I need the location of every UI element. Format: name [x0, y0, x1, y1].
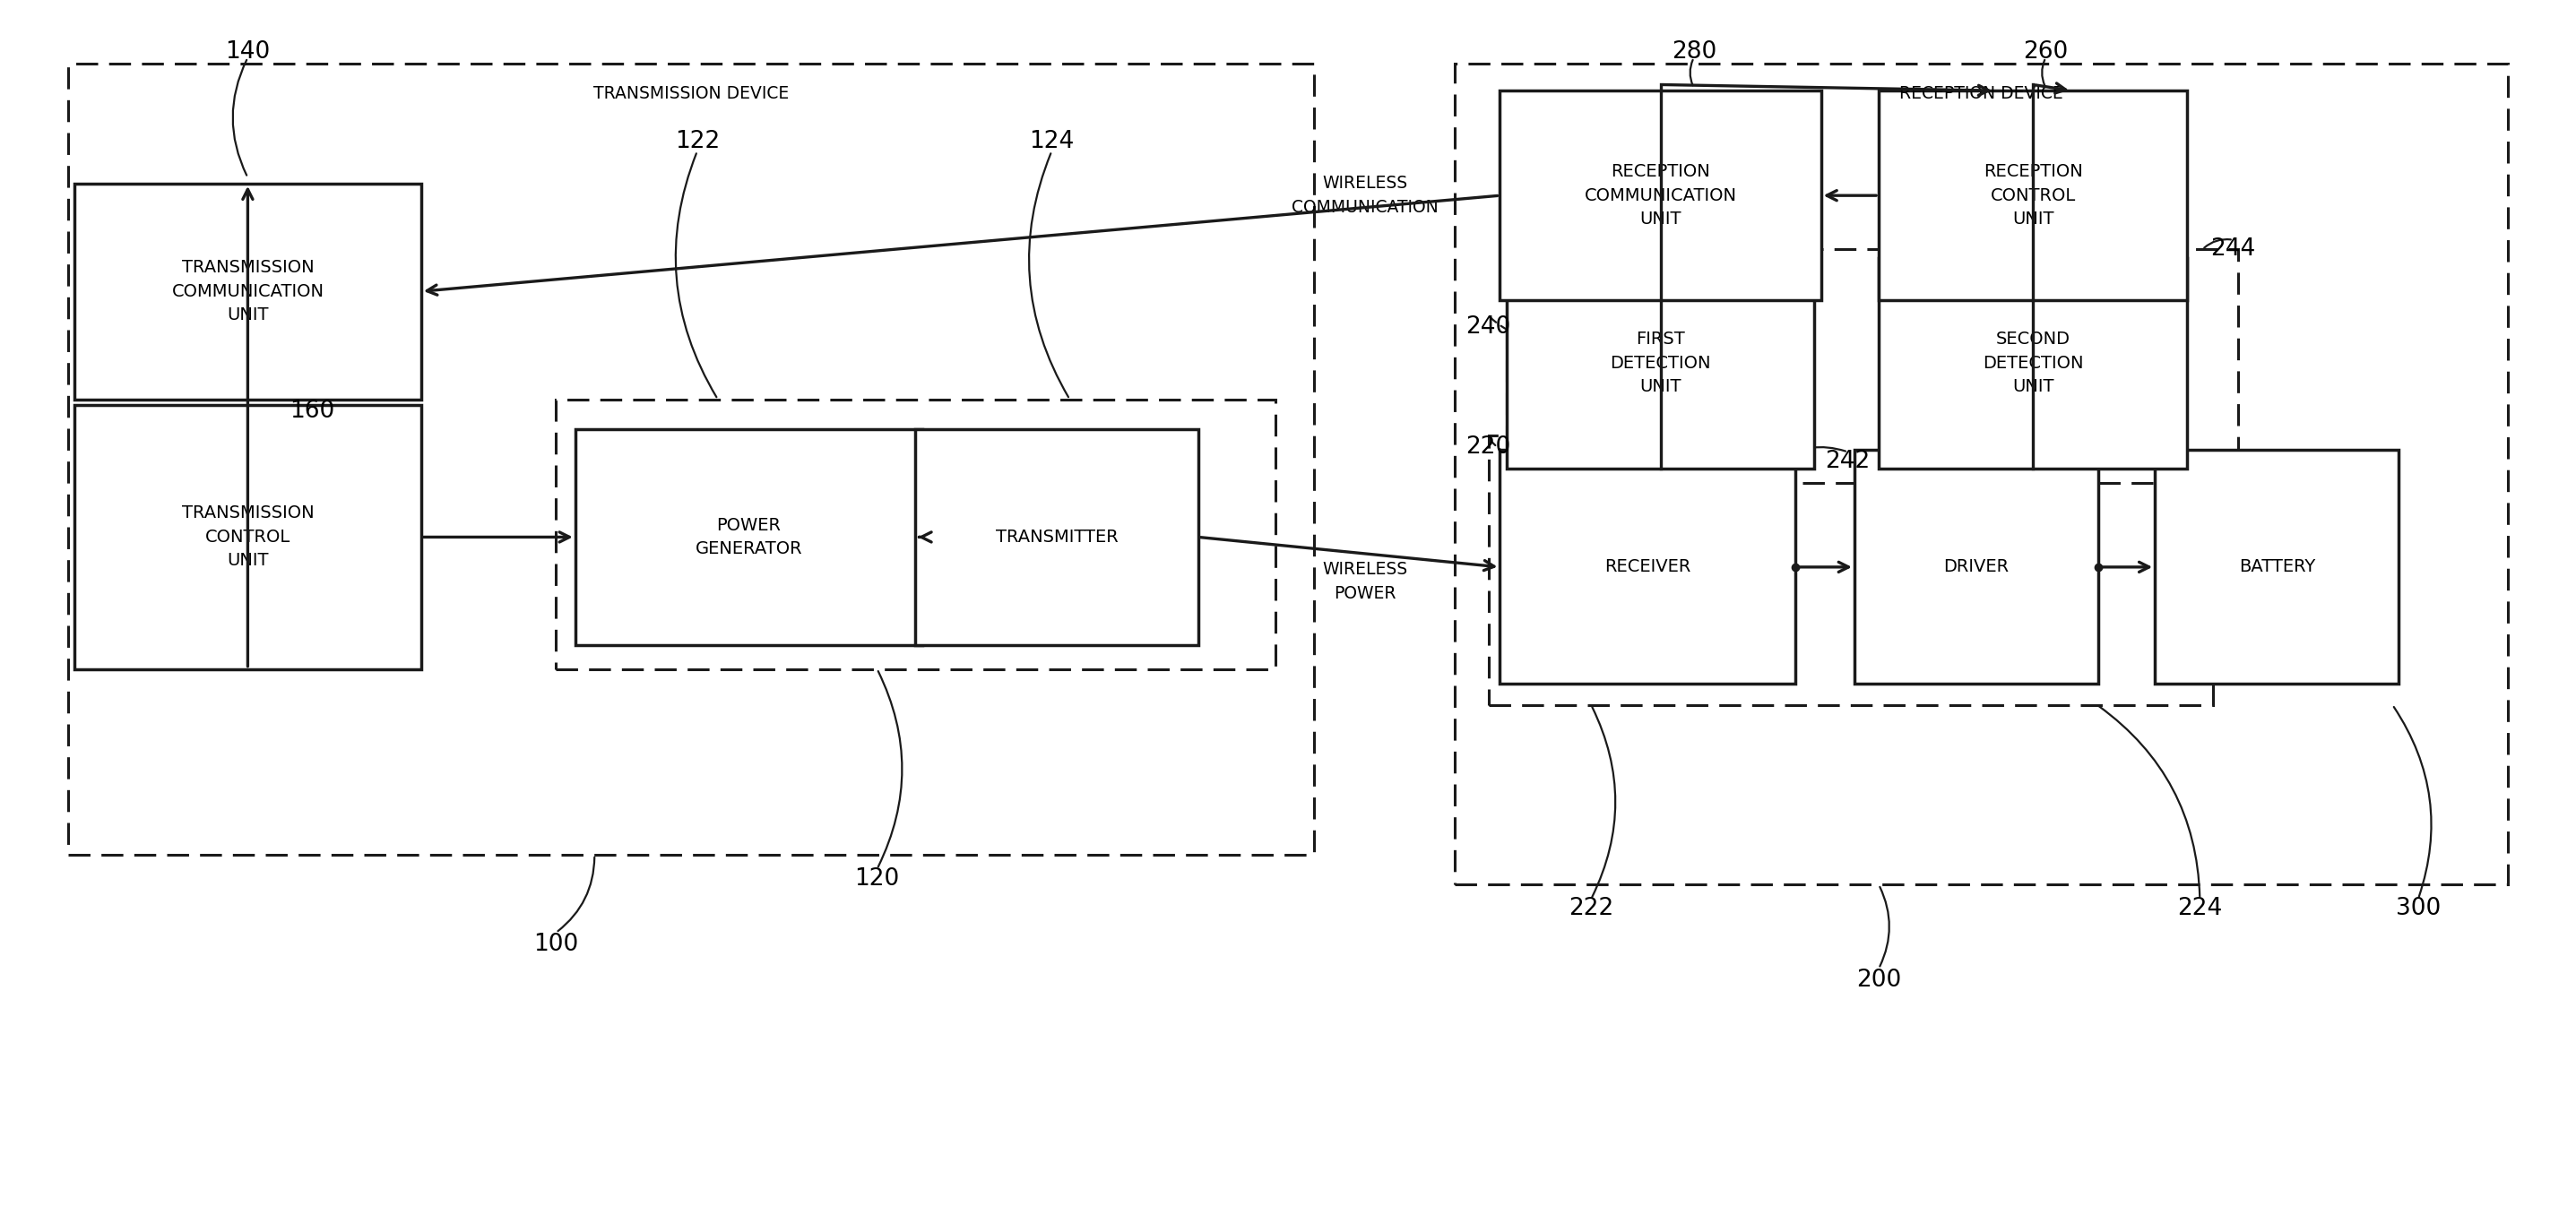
Text: TRANSMITTER: TRANSMITTER — [994, 528, 1118, 545]
FancyBboxPatch shape — [1499, 90, 1821, 300]
Text: WIRELESS
COMMUNICATION: WIRELESS COMMUNICATION — [1291, 175, 1437, 216]
Text: TRANSMISSION
COMMUNICATION
UNIT: TRANSMISSION COMMUNICATION UNIT — [173, 259, 325, 323]
FancyBboxPatch shape — [1507, 258, 1814, 468]
Text: 222: 222 — [1569, 897, 1613, 920]
Text: 224: 224 — [2177, 897, 2223, 920]
Text: SECOND
DETECTION
UNIT: SECOND DETECTION UNIT — [1984, 330, 2084, 396]
FancyBboxPatch shape — [2156, 450, 2398, 684]
Text: 160: 160 — [289, 399, 335, 423]
FancyBboxPatch shape — [75, 405, 420, 669]
Text: 120: 120 — [855, 867, 899, 890]
Text: BATTERY: BATTERY — [2239, 558, 2316, 575]
FancyBboxPatch shape — [1507, 250, 2239, 484]
Text: 122: 122 — [675, 130, 719, 153]
FancyBboxPatch shape — [67, 64, 1314, 855]
Text: RECEPTION
COMMUNICATION
UNIT: RECEPTION COMMUNICATION UNIT — [1584, 163, 1736, 228]
FancyBboxPatch shape — [1855, 450, 2099, 684]
Text: 260: 260 — [2022, 40, 2069, 64]
Text: 242: 242 — [1826, 450, 1870, 473]
Text: TRANSMISSION DEVICE: TRANSMISSION DEVICE — [592, 86, 788, 103]
Text: RECEPTION
CONTROL
UNIT: RECEPTION CONTROL UNIT — [1984, 163, 2081, 228]
Text: 124: 124 — [1030, 130, 1074, 153]
FancyBboxPatch shape — [914, 429, 1198, 645]
Text: 100: 100 — [533, 933, 580, 956]
FancyBboxPatch shape — [1878, 90, 2187, 300]
Text: 280: 280 — [1672, 40, 1716, 64]
FancyBboxPatch shape — [75, 183, 420, 399]
Text: RECEIVER: RECEIVER — [1605, 558, 1690, 575]
Text: 200: 200 — [1857, 968, 1901, 993]
FancyBboxPatch shape — [1499, 450, 1795, 684]
FancyBboxPatch shape — [574, 429, 922, 645]
Text: POWER
GENERATOR: POWER GENERATOR — [696, 516, 801, 557]
Text: WIRELESS
POWER: WIRELESS POWER — [1321, 561, 1406, 602]
Text: TRANSMISSION
CONTROL
UNIT: TRANSMISSION CONTROL UNIT — [180, 505, 314, 569]
FancyBboxPatch shape — [556, 399, 1275, 669]
Text: 300: 300 — [2396, 897, 2439, 920]
Text: FIRST
DETECTION
UNIT: FIRST DETECTION UNIT — [1610, 330, 1710, 396]
Text: 140: 140 — [224, 40, 270, 64]
FancyBboxPatch shape — [1878, 258, 2187, 468]
Text: DRIVER: DRIVER — [1945, 558, 2009, 575]
FancyBboxPatch shape — [1455, 64, 2509, 885]
Text: 240: 240 — [1466, 316, 1512, 339]
FancyBboxPatch shape — [1489, 435, 2213, 704]
Text: 244: 244 — [2210, 238, 2257, 260]
Text: 220: 220 — [1466, 435, 1512, 458]
Text: RECEPTION DEVICE: RECEPTION DEVICE — [1899, 86, 2063, 103]
